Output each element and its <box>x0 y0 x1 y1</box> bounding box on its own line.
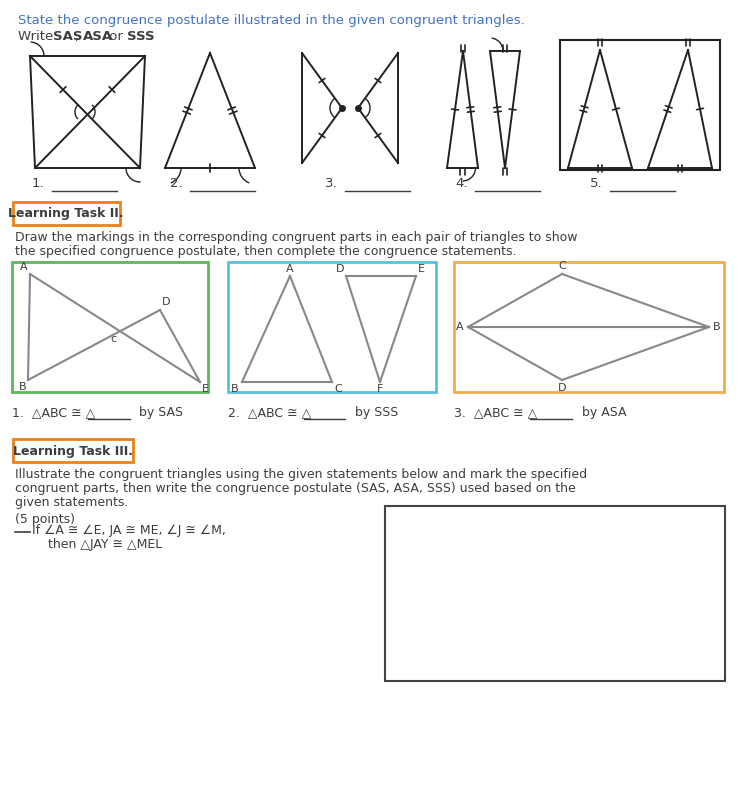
Bar <box>385 506 725 681</box>
Text: State the congruence postulate illustrated in the given congruent triangles.: State the congruence postulate illustrat… <box>18 14 525 27</box>
Text: (5 points): (5 points) <box>15 513 75 526</box>
Text: E: E <box>202 384 209 394</box>
Text: c: c <box>110 335 116 344</box>
Text: A: A <box>20 262 28 272</box>
Bar <box>12 262 208 392</box>
Text: 3.: 3. <box>325 177 337 190</box>
Text: D: D <box>162 297 170 307</box>
Text: Learning Task II.: Learning Task II. <box>8 207 124 220</box>
Text: ASA: ASA <box>83 30 113 43</box>
Text: by SAS: by SAS <box>131 406 183 419</box>
FancyBboxPatch shape <box>13 202 120 225</box>
Text: congruent parts, then write the congruence postulate (SAS, ASA, SSS) used based : congruent parts, then write the congruen… <box>15 482 576 495</box>
Text: C: C <box>558 261 566 271</box>
Text: 2.  △ABC ≅ △: 2. △ABC ≅ △ <box>228 406 311 419</box>
Text: then △JAY ≅ △MEL: then △JAY ≅ △MEL <box>48 538 162 551</box>
Text: 3.  △ABC ≅ △: 3. △ABC ≅ △ <box>454 406 537 419</box>
Text: 2.: 2. <box>170 177 183 190</box>
Text: .: . <box>149 30 153 43</box>
Text: Draw the markings in the corresponding congruent parts in each pair of triangles: Draw the markings in the corresponding c… <box>15 231 577 244</box>
Text: or: or <box>105 30 127 43</box>
Text: B: B <box>19 382 26 392</box>
Text: SSS: SSS <box>127 30 155 43</box>
Text: C: C <box>334 384 342 394</box>
Text: SAS: SAS <box>53 30 82 43</box>
Text: D: D <box>336 264 344 274</box>
Text: Learning Task III.: Learning Task III. <box>13 445 133 458</box>
Text: If ∠A ≅ ∠E, JA ≅ ME, ∠J ≅ ∠M,: If ∠A ≅ ∠E, JA ≅ ME, ∠J ≅ ∠M, <box>32 524 226 537</box>
Bar <box>228 262 436 392</box>
Text: A: A <box>456 322 464 332</box>
FancyBboxPatch shape <box>13 439 133 462</box>
Text: 4.: 4. <box>455 177 467 190</box>
Text: the specified congruence postulate, then complete the congruence statements.: the specified congruence postulate, then… <box>15 245 516 258</box>
Text: Write: Write <box>18 30 57 43</box>
Text: 1.  △ABC ≅ △: 1. △ABC ≅ △ <box>12 406 95 419</box>
Text: by ASA: by ASA <box>574 406 626 419</box>
Bar <box>560 40 720 170</box>
Text: B: B <box>231 384 239 394</box>
Text: A: A <box>286 264 293 274</box>
Text: 5.: 5. <box>590 177 603 190</box>
Text: given statements.: given statements. <box>15 496 129 509</box>
Text: by SSS: by SSS <box>347 406 398 419</box>
Text: D: D <box>558 383 566 393</box>
Text: B: B <box>713 322 721 332</box>
Text: Illustrate the congruent triangles using the given statements below and mark the: Illustrate the congruent triangles using… <box>15 468 587 481</box>
Bar <box>454 262 724 392</box>
Text: 1.: 1. <box>32 177 45 190</box>
Text: F: F <box>377 384 383 394</box>
Text: E: E <box>418 264 425 274</box>
Text: ,: , <box>75 30 83 43</box>
